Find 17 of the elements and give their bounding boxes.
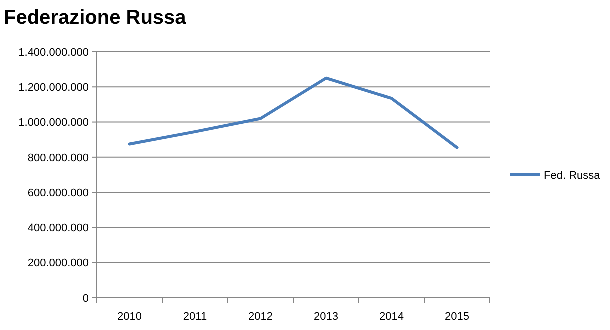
legend-label: Fed. Russa <box>544 170 602 182</box>
y-tick-label: 600.000.000 <box>28 187 89 200</box>
y-tick-label: 1.200.000.000 <box>18 82 89 94</box>
chart-title: Federazione Russa <box>4 7 188 29</box>
y-tick-label: 1.400.000.000 <box>18 46 89 59</box>
y-tick-label: 0 <box>82 292 89 305</box>
x-tick-label: 2010 <box>118 311 142 323</box>
y-tick-label: 200.000.000 <box>28 258 89 270</box>
y-tick-label: 800.000.000 <box>28 152 89 164</box>
y-tick-label: 400.000.000 <box>28 222 89 235</box>
x-tick-label: 2013 <box>314 311 338 323</box>
x-tick-label: 2015 <box>445 311 470 323</box>
x-tick-label: 2014 <box>380 311 404 323</box>
line-series <box>128 76 459 150</box>
x-tick-label: 2012 <box>248 311 273 323</box>
x-tick-label: 2011 <box>183 311 208 323</box>
y-tick-label: 1.000.000.000 <box>18 117 89 130</box>
